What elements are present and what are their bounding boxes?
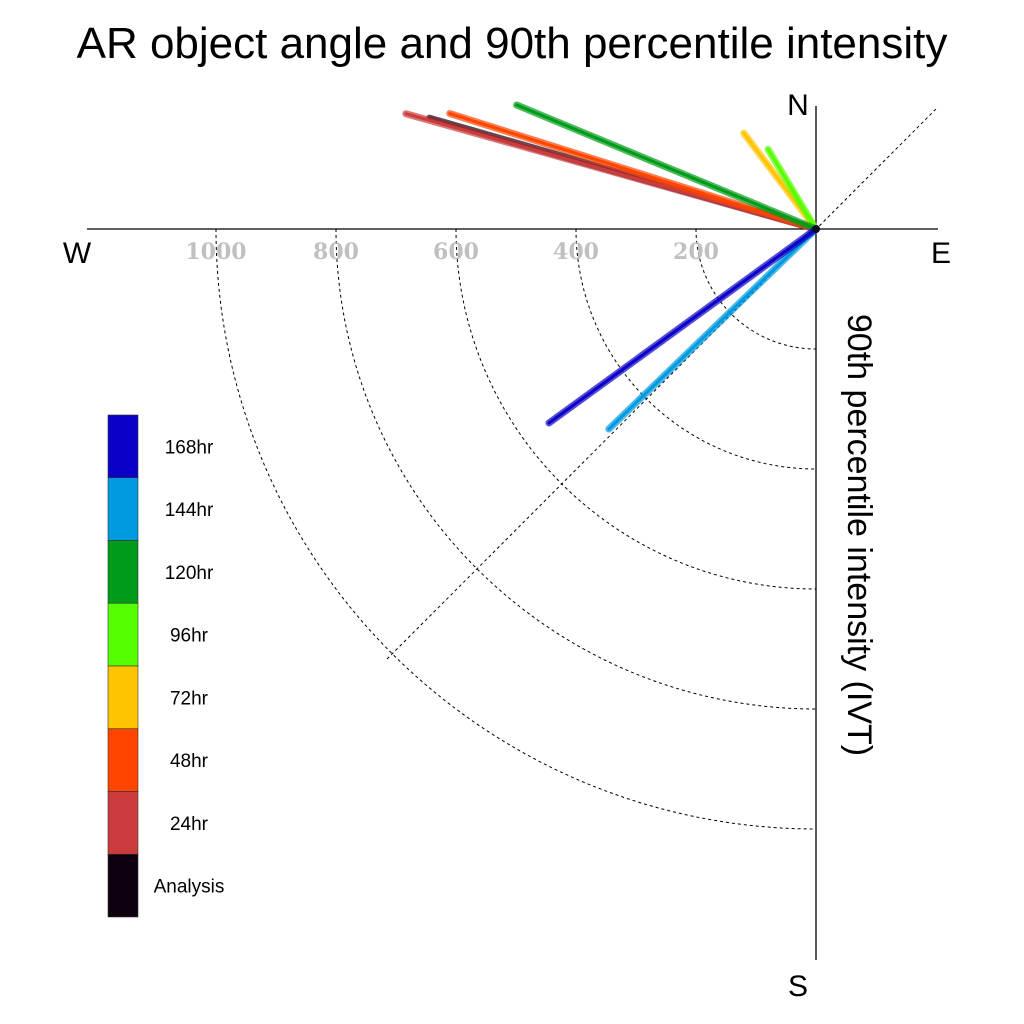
series-vector-48hr xyxy=(448,112,818,231)
legend-label: 168hr xyxy=(165,437,214,458)
grid-arc xyxy=(215,228,817,830)
series-vector-120hr xyxy=(515,103,818,231)
legend-label: 48hr xyxy=(170,751,209,772)
legend-swatch xyxy=(107,414,139,479)
radial-ticks: 200 400 600 800 1000 xyxy=(185,239,719,265)
grid-diagonal xyxy=(386,106,939,660)
compass-south-label: S xyxy=(788,970,808,1003)
legend-swatch xyxy=(107,477,139,541)
compass-west-label: W xyxy=(63,237,92,270)
origin-point xyxy=(812,225,820,233)
legend-swatch xyxy=(107,728,139,792)
legend-swatch xyxy=(107,791,139,855)
radial-tick-label: 600 xyxy=(433,239,479,265)
series-vector-144hr xyxy=(607,227,818,431)
radial-tick-label: 200 xyxy=(673,239,719,265)
grid-arc xyxy=(695,228,817,350)
compass-north-label: N xyxy=(787,89,809,122)
radial-tick-label: 1000 xyxy=(185,239,246,265)
chart-title: AR object angle and 90th percentile inte… xyxy=(77,19,948,68)
legend-label: Analysis xyxy=(154,877,225,898)
legend-swatch xyxy=(107,540,139,604)
y-axis-label: 90th percentile intensity (IVT) xyxy=(840,314,878,756)
series-vector-96hr xyxy=(766,147,818,231)
legend-swatch xyxy=(107,853,139,918)
legend-label: 24hr xyxy=(170,814,209,835)
legend-swatch xyxy=(107,602,139,667)
radial-tick-label: 400 xyxy=(553,239,599,265)
series-vectors xyxy=(402,101,820,433)
legend-label: 96hr xyxy=(170,626,209,647)
legend-swatch xyxy=(107,665,139,730)
axes xyxy=(87,106,938,960)
legend: 168hr 144hr 120hr 96hr 72hr 48hr 24hr Analysis xyxy=(107,414,225,918)
compass-east-label: E xyxy=(931,237,951,270)
grid xyxy=(215,106,939,830)
radial-tick-label: 800 xyxy=(313,239,359,265)
legend-label: 144hr xyxy=(165,500,214,521)
legend-label: 120hr xyxy=(165,563,214,584)
legend-label: 72hr xyxy=(170,688,209,709)
series-vector-168hr xyxy=(547,227,818,425)
